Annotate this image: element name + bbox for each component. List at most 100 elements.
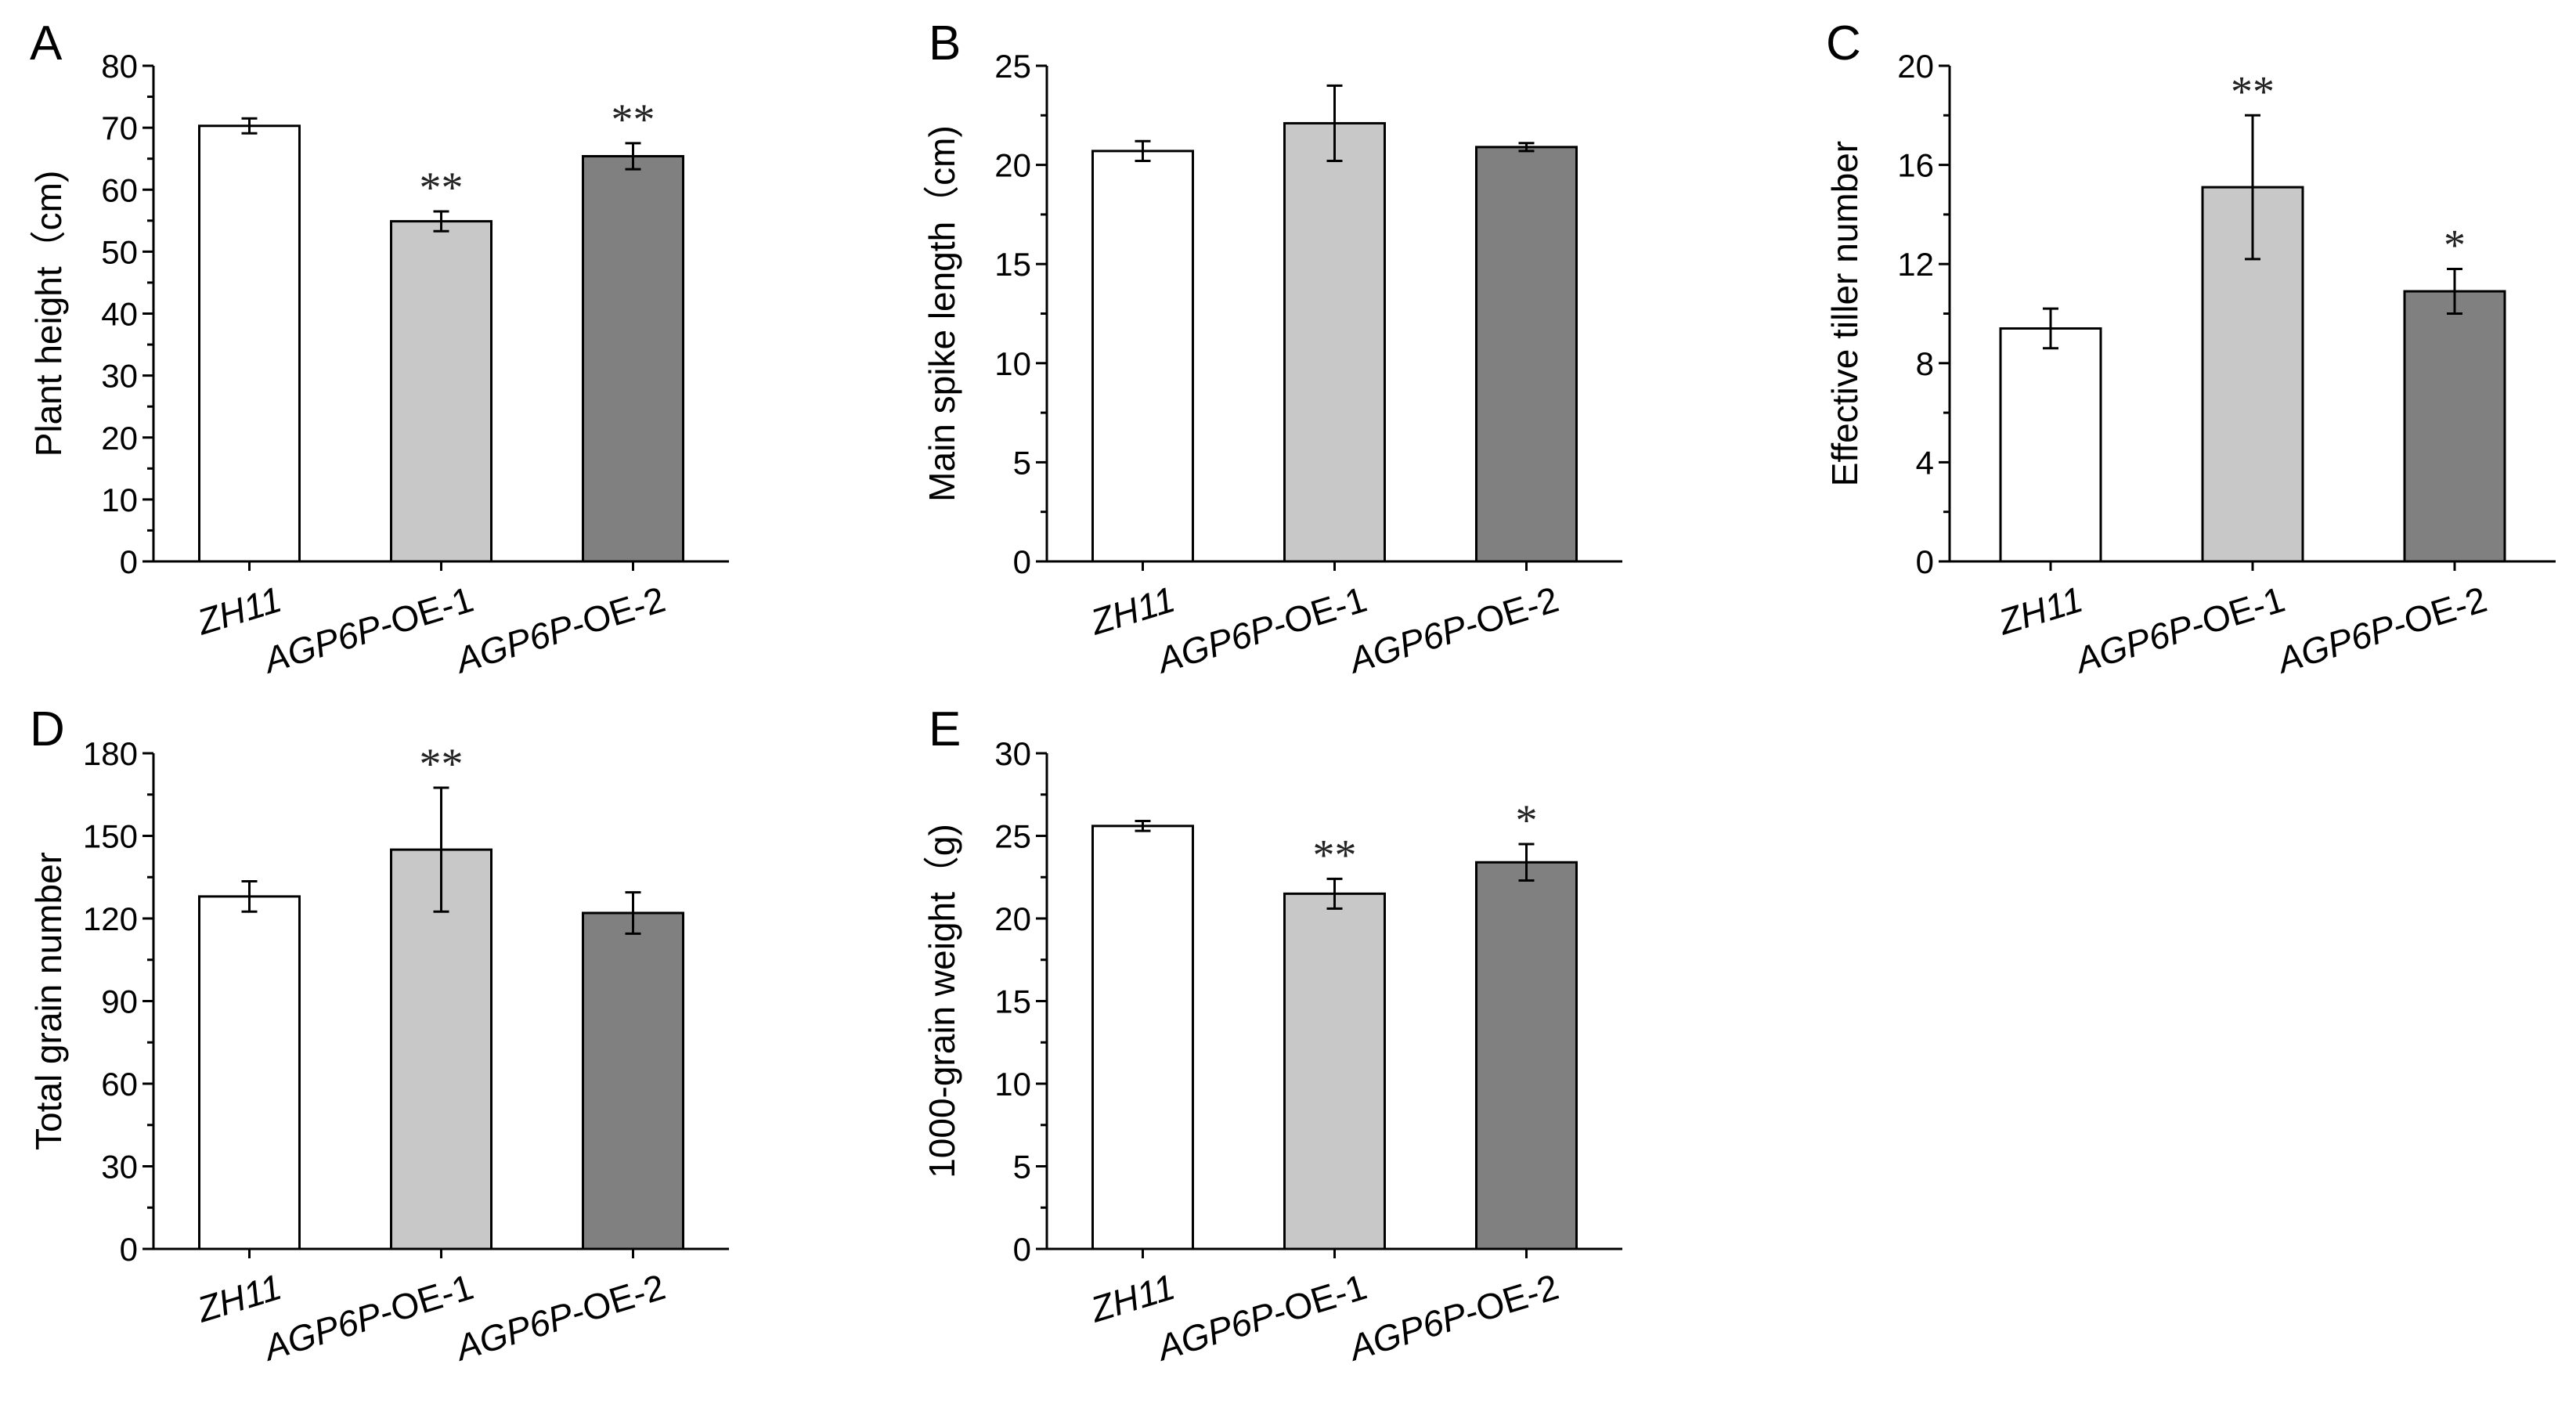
y-tick-label: 5 bbox=[1013, 444, 1031, 481]
y-tick-label: 5 bbox=[1013, 1149, 1031, 1185]
y-tick-label: 0 bbox=[120, 1231, 138, 1268]
category-label-suffix: -OE-2 bbox=[2387, 579, 2491, 646]
category-label: AGP6P-OE-1 bbox=[1150, 1266, 1371, 1369]
category-label-suffix: -OE-1 bbox=[374, 1266, 478, 1333]
category-label-italic: ZH11 bbox=[1993, 579, 2087, 643]
panel-letter: A bbox=[30, 16, 63, 70]
panel-letter: D bbox=[30, 702, 65, 756]
category-label-suffix: -OE-1 bbox=[2185, 579, 2289, 646]
category-label-suffix: -OE-1 bbox=[1268, 579, 1372, 646]
bar-1 bbox=[1091, 825, 1194, 1250]
y-tick-label: 20 bbox=[994, 900, 1031, 937]
bar-2 bbox=[1283, 121, 1386, 563]
error-bar-1 bbox=[1135, 139, 1151, 163]
significance-label: ** bbox=[420, 164, 464, 212]
category-label: AGP6P-OE-2 bbox=[1342, 579, 1563, 681]
y-axis-title: 1000-grain weight（g) bbox=[922, 824, 962, 1178]
y-axis-title: Effective tiller number bbox=[1824, 141, 1865, 486]
y-tick-label: 90 bbox=[101, 983, 138, 1020]
significance-label: * bbox=[1516, 796, 1538, 845]
category-label: AGP6P-OE-1 bbox=[2069, 579, 2289, 681]
significance-label: ** bbox=[612, 96, 655, 144]
y-axis-title: Total grain number bbox=[28, 852, 69, 1150]
y-tick-label: 25 bbox=[994, 48, 1031, 85]
category-label-italic: AGP6P bbox=[2069, 607, 2198, 682]
y-tick-label: 60 bbox=[101, 1066, 138, 1102]
y-tick-label: 10 bbox=[994, 1066, 1031, 1102]
y-tick-label: 30 bbox=[101, 1149, 138, 1185]
y-tick-label: 20 bbox=[101, 420, 138, 456]
panel-c: C 0 4 8 12 16 20 Effective tiller number ZH11 ** A… bbox=[1824, 16, 2556, 681]
bar-2 bbox=[390, 848, 492, 1250]
bar-3 bbox=[582, 155, 684, 563]
y-tick-label: 16 bbox=[1897, 147, 1934, 184]
y-tick-label: 0 bbox=[1916, 543, 1934, 580]
significance-label: ** bbox=[1313, 831, 1357, 879]
error-bar-1 bbox=[241, 880, 258, 913]
y-tick-label: 8 bbox=[1916, 345, 1934, 382]
y-tick-label: 15 bbox=[994, 246, 1031, 283]
error-bar-3 bbox=[1518, 142, 1535, 153]
y-tick-label: 40 bbox=[101, 296, 138, 333]
significance-label: ** bbox=[2231, 67, 2275, 116]
significance-label: * bbox=[2444, 222, 2466, 270]
category-label: ZH11 bbox=[1993, 579, 2087, 643]
error-bar-2 bbox=[1326, 877, 1343, 910]
y-tick-label: 120 bbox=[83, 900, 138, 937]
error-bar-3 bbox=[1518, 843, 1535, 882]
y-tick-label: 20 bbox=[994, 147, 1031, 184]
category-label-italic: ZH11 bbox=[192, 1266, 286, 1330]
error-bar-2 bbox=[433, 786, 449, 913]
error-bar-3 bbox=[625, 891, 641, 935]
category-label-italic: ZH11 bbox=[1085, 579, 1179, 643]
category-label: AGP6P-OE-2 bbox=[449, 579, 669, 681]
error-bar-1 bbox=[2043, 307, 2058, 350]
y-tick-label: 80 bbox=[101, 48, 138, 85]
y-axis-title: Main spike length（cm) bbox=[922, 125, 962, 502]
y-tick-label: 0 bbox=[120, 543, 138, 580]
bar-3 bbox=[2403, 290, 2506, 563]
y-tick-label: 25 bbox=[994, 818, 1031, 855]
bar-1 bbox=[1999, 327, 2102, 563]
panel-d: D 0 30 60 90 120 150 180 Total grain number ZH11 *… bbox=[28, 702, 729, 1369]
y-tick-label: 30 bbox=[994, 735, 1031, 772]
category-label-suffix: -OE-2 bbox=[1459, 579, 1564, 646]
bar-3 bbox=[582, 911, 684, 1250]
category-label: AGP6P-OE-1 bbox=[257, 579, 478, 681]
panel-letter: C bbox=[1826, 16, 1861, 70]
bar-1 bbox=[198, 895, 301, 1250]
error-bar-3 bbox=[2447, 268, 2462, 315]
y-tick-label: 70 bbox=[101, 110, 138, 146]
y-tick-label: 0 bbox=[1013, 1231, 1031, 1268]
error-bar-2 bbox=[433, 210, 449, 233]
y-tick-label: 60 bbox=[101, 171, 138, 208]
bar-1 bbox=[198, 125, 301, 563]
y-tick-label: 4 bbox=[1916, 444, 1934, 481]
y-axis-title: Plant height（cm) bbox=[28, 171, 69, 457]
y-tick-label: 10 bbox=[101, 482, 138, 518]
y-tick-label: 0 bbox=[1013, 543, 1031, 580]
panel-letter: E bbox=[929, 702, 961, 756]
bar-2 bbox=[1283, 892, 1386, 1250]
category-label-italic: ZH11 bbox=[1085, 1266, 1179, 1330]
category-label-italic: ZH11 bbox=[192, 579, 286, 643]
error-bar-3 bbox=[625, 142, 641, 171]
category-label: AGP6P-OE-2 bbox=[1342, 1266, 1563, 1369]
bar-1 bbox=[1091, 150, 1194, 563]
category-label: ZH11 bbox=[1085, 579, 1179, 643]
category-label-suffix: -OE-2 bbox=[1459, 1266, 1564, 1333]
panel-letter: B bbox=[929, 16, 961, 70]
y-tick-label: 12 bbox=[1897, 246, 1934, 283]
category-label: AGP6P-OE-1 bbox=[257, 1266, 478, 1369]
error-bar-2 bbox=[1326, 84, 1343, 163]
error-bar-1 bbox=[241, 117, 258, 135]
y-tick-label: 10 bbox=[994, 345, 1031, 382]
category-label: AGP6P-OE-2 bbox=[2271, 579, 2491, 681]
bar-3 bbox=[1475, 146, 1578, 563]
category-label: AGP6P-OE-1 bbox=[1150, 579, 1371, 681]
category-label: ZH11 bbox=[192, 1266, 286, 1330]
category-label: ZH11 bbox=[192, 579, 286, 643]
significance-label: ** bbox=[420, 740, 464, 788]
